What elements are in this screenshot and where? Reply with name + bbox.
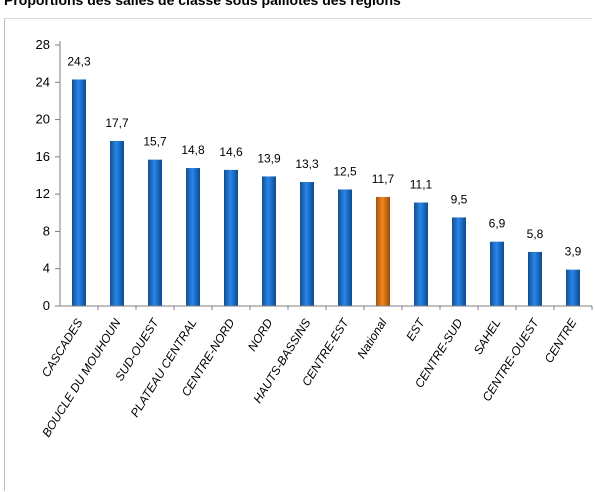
bar-centre-ouest: [528, 251, 542, 306]
x-tick-label: BOUCLE DU MOUHOUN: [39, 316, 123, 440]
data-label: 13,9: [257, 151, 281, 165]
y-tick-label: 4: [43, 261, 50, 276]
y-tick-label: 8: [43, 223, 50, 238]
bar-est: [414, 202, 428, 306]
y-tick-label: 28: [36, 37, 50, 52]
x-tick-label: National: [354, 316, 389, 361]
bar-centre-nord: [224, 169, 238, 306]
bar-sud-ouest: [148, 159, 162, 306]
bar-centre-sud: [452, 217, 466, 306]
bar-centre: [566, 269, 580, 306]
data-label: 14,6: [219, 145, 243, 159]
data-label: 11,7: [372, 172, 395, 186]
x-tick-label: EST: [403, 315, 428, 344]
bar-centre-est: [338, 189, 352, 306]
data-label: 17,7: [105, 116, 129, 130]
bar-national: [376, 196, 390, 306]
data-label: 3,9: [565, 245, 582, 259]
chart-frame: [4, 18, 592, 491]
y-tick-label: 0: [43, 298, 50, 313]
x-tick-label: PLATEAU CENTRAL: [128, 316, 200, 419]
x-tick-label: SAHEL: [471, 316, 504, 357]
bars: 24,3 17,7 15,7 14,8 14,6 13,9 13,3 12,5 11,7 11,1…: [67, 54, 582, 306]
x-tick-label: CENTRE: [542, 315, 581, 365]
chart-title: Proportions des salles de classe sous pa…: [4, 0, 401, 8]
bar-cascades: [72, 79, 86, 306]
data-label: 12,5: [333, 164, 357, 178]
data-label: 14,8: [181, 143, 205, 157]
data-label: 11,1: [410, 178, 433, 192]
data-label: 13,3: [295, 157, 319, 171]
y-tick-label: 12: [36, 186, 50, 201]
data-label: 24,3: [67, 54, 91, 68]
data-label: 5,8: [527, 227, 544, 241]
data-label: 9,5: [451, 192, 468, 206]
bar-boucle-du-mouhoun: [110, 141, 124, 306]
data-label: 15,7: [143, 135, 167, 149]
bar-plateau-central: [186, 168, 200, 306]
bar-hauts-bassins: [300, 182, 314, 306]
y-tick-label: 16: [36, 149, 50, 164]
bar-sahel: [490, 241, 504, 306]
bar-nord: [262, 176, 276, 306]
y-axis: 0 4 8 12 16 20 24 28: [36, 37, 61, 313]
y-tick-label: 24: [36, 74, 50, 89]
data-label: 6,9: [489, 217, 506, 231]
x-tick-label: NORD: [245, 316, 276, 354]
y-tick-label: 20: [36, 112, 50, 127]
